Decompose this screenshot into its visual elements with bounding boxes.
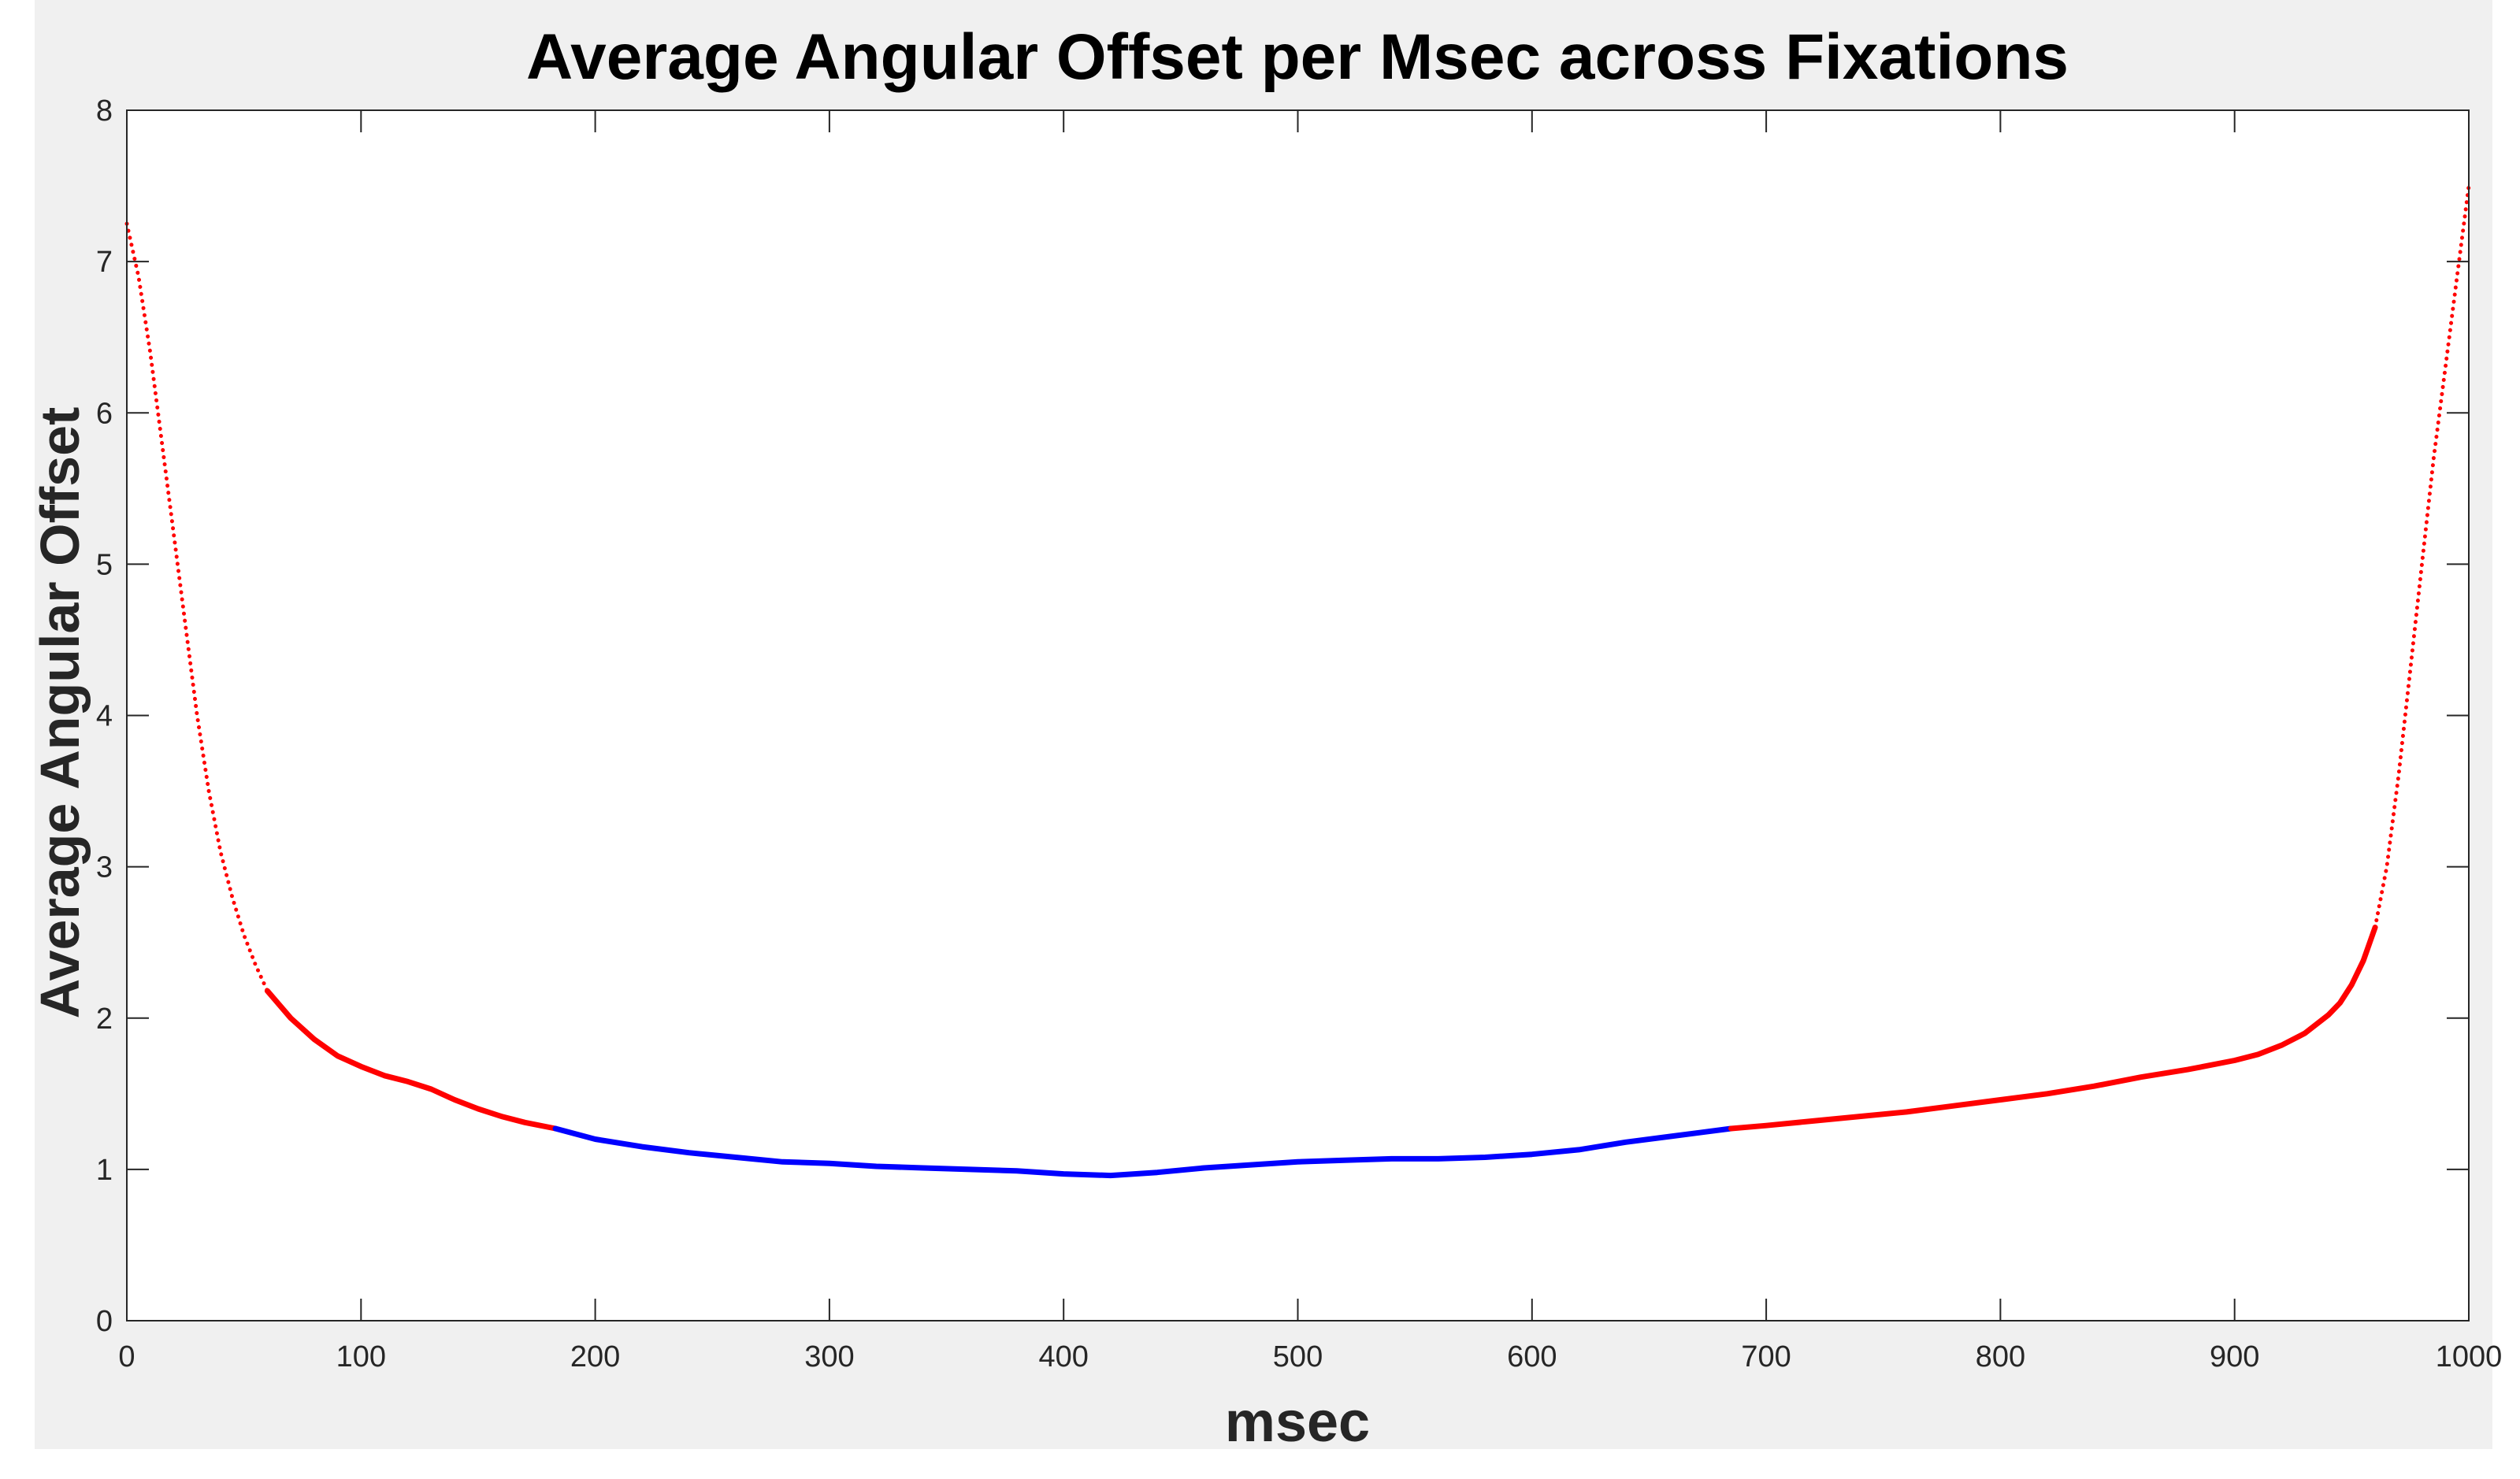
tick-layer: 0 100 200 300 400 500 600 700 800 900 1000 0 1 2 3 4 5 6 7… xyxy=(96,95,2502,1373)
y-tick-label: 4 xyxy=(96,700,113,733)
x-tick-label: 200 xyxy=(570,1340,620,1373)
x-axis-label: msec xyxy=(1225,1391,1370,1454)
chart-title: Average Angular Offset per Msec across F… xyxy=(526,21,2069,93)
x-tick-label: 400 xyxy=(1038,1340,1088,1373)
plot-area xyxy=(127,110,2469,1321)
series-line-4 xyxy=(1728,925,2378,1132)
y-tick-label: 0 xyxy=(96,1305,113,1338)
y-tick-label: 3 xyxy=(96,851,113,884)
x-tick-label: 0 xyxy=(118,1340,135,1373)
x-tick-label: 800 xyxy=(1976,1340,2025,1373)
y-tick-label: 7 xyxy=(96,246,113,279)
series-line-5 xyxy=(2373,183,2471,929)
y-tick-label: 5 xyxy=(96,548,113,581)
x-tick-label: 1000 xyxy=(2436,1340,2503,1373)
series-line-2 xyxy=(264,988,559,1132)
x-tick-label: 700 xyxy=(1741,1340,1791,1373)
y-tick-label: 6 xyxy=(96,397,113,430)
x-tick-label: 900 xyxy=(2210,1340,2259,1373)
x-tick-label: 500 xyxy=(1273,1340,1323,1373)
y-axis-label: Average Angular Offset xyxy=(29,407,91,1019)
y-tick-label: 8 xyxy=(96,95,113,128)
x-tick-label: 600 xyxy=(1507,1340,1557,1373)
series-line-3 xyxy=(552,1125,1734,1179)
series-line-1 xyxy=(124,221,269,993)
y-tick-label: 2 xyxy=(96,1003,113,1036)
series-layer xyxy=(124,183,2471,1179)
x-tick-label: 300 xyxy=(804,1340,854,1373)
x-tick-label: 100 xyxy=(336,1340,386,1373)
y-tick-label: 1 xyxy=(96,1154,113,1187)
